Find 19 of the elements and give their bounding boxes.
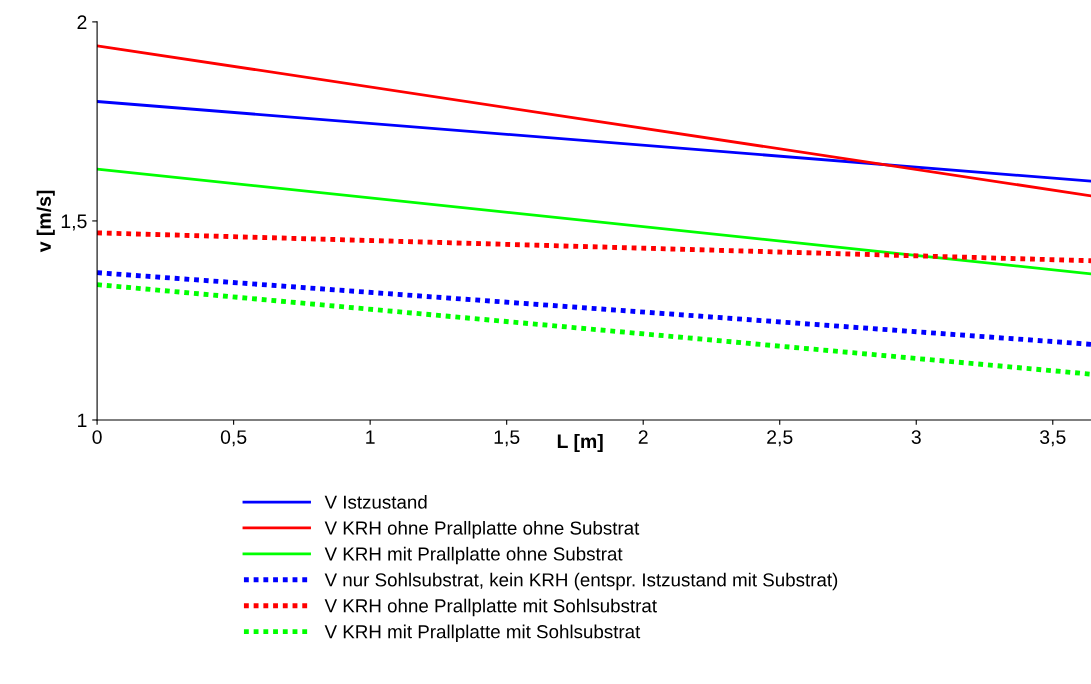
x-tick-label: 2	[638, 430, 648, 444]
x-tick-label: 1	[366, 430, 375, 444]
legend-label: V KRH ohne Prallplatte ohne Substrat	[324, 520, 640, 539]
x-tick-label: 0,5	[220, 430, 247, 447]
x-tick-label: 3	[911, 430, 921, 444]
x-tick-label: 1,5	[494, 430, 520, 447]
x-tick-label: 3,5	[1040, 430, 1066, 447]
y-axis-title: v [m/s]	[36, 190, 55, 253]
legend-label: V KRH ohne Prallplatte mit Sohlsubstrat	[324, 598, 657, 617]
y-tick-label: 1,5	[61, 214, 87, 231]
x-tick-label: 0	[92, 430, 102, 444]
x-axis-title: L [m]	[557, 433, 603, 453]
x-tick-label: 2,5	[767, 430, 793, 447]
legend-label: V nur Sohlsubstrat, kein KRH (entspr. Istzustand mit Substrat)	[324, 572, 838, 591]
legend-label: V KRH mit Prallplatte ohne Substrat	[324, 546, 623, 565]
legend-label: V Istzustand	[324, 495, 427, 509]
y-tick-label: 2	[77, 15, 87, 29]
legend-label: V KRH mit Prallplatte mit Sohlsubstrat	[324, 624, 641, 643]
y-tick-label: 1	[78, 413, 87, 428]
